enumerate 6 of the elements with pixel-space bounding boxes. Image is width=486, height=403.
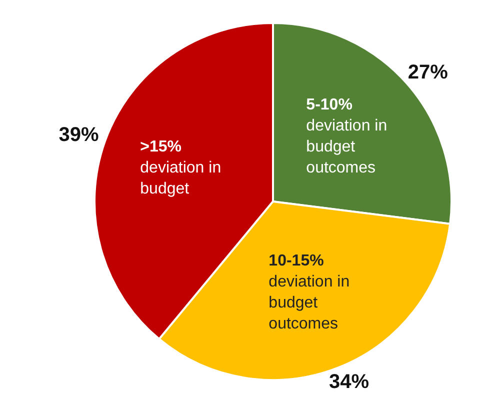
data-label: 39% [58,124,99,146]
slice-label: 10-15% deviation in budget outcomes [268,252,350,333]
slice-label: >15% deviation in budget [140,138,222,198]
data-label: 34% [329,370,370,393]
data-label: 27% [408,61,448,84]
slice-label: 5-10% deviation in budget outcomes [306,96,388,176]
